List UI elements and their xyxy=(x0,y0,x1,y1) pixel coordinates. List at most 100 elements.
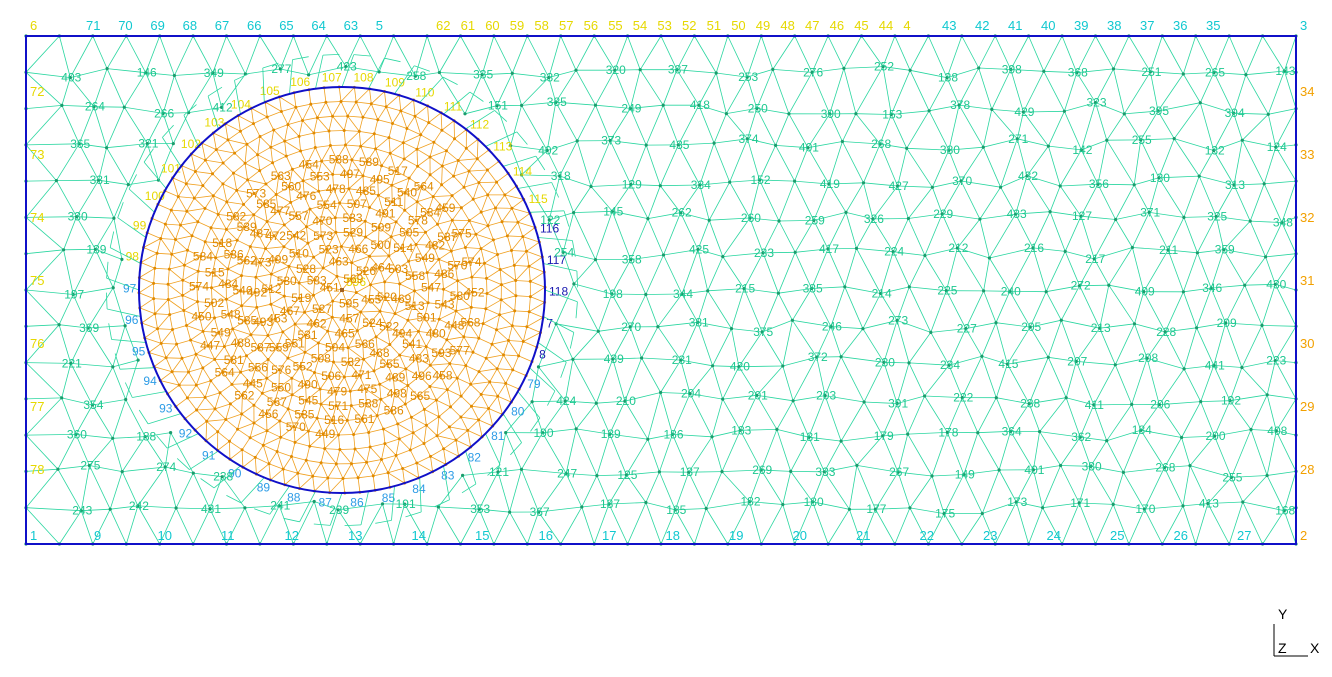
inclusion-node-label: 475 xyxy=(357,382,377,396)
inclusion-node-label: 518 xyxy=(212,236,232,250)
inclusion-node-label: 561 xyxy=(354,412,374,426)
inclusion-node-label: 509 xyxy=(371,221,391,235)
mesh-node-label: 138 xyxy=(938,71,958,85)
inclusion-node-label: 456 xyxy=(258,407,278,421)
mesh-node-label: 190 xyxy=(534,426,554,440)
inclusion-node-label: 496 xyxy=(412,369,432,383)
mesh-node-label: 146 xyxy=(137,66,157,80)
mesh-node-label: 203 xyxy=(816,389,836,403)
mesh-node-label: 254 xyxy=(554,245,574,259)
boundary-label-left: 76 xyxy=(30,336,44,351)
mesh-node-label: 230 xyxy=(875,355,895,369)
boundary-label-bottom: 17 xyxy=(602,528,616,543)
mesh-node-label: 170 xyxy=(1135,502,1155,516)
mesh-node-label: 260 xyxy=(741,211,761,225)
boundary-label-top: 62 xyxy=(436,18,450,33)
boundary-label-right: 31 xyxy=(1300,273,1314,288)
mesh-node-label: 333 xyxy=(815,465,835,479)
inclusion-node-label: 483 xyxy=(409,352,429,366)
mesh-node-label: 364 xyxy=(1002,424,1022,438)
mesh-node-label: 390 xyxy=(821,107,841,121)
inclusion-node-label: 533 xyxy=(343,211,363,225)
corner-label-top-right: 3 xyxy=(1300,18,1307,33)
mesh-node-label: 249 xyxy=(621,101,641,115)
inclusion-node-label: 489 xyxy=(385,371,405,385)
mesh-node-label: 332 xyxy=(540,71,560,85)
inclusion-node-label: 478 xyxy=(326,182,346,196)
boundary-label-right: 33 xyxy=(1300,147,1314,162)
mesh-node-label: 413 xyxy=(1199,497,1219,511)
inclusion-node-label: 562 xyxy=(234,388,254,402)
mesh-node-label: 225 xyxy=(937,284,957,298)
mesh-node-label: 185 xyxy=(666,503,686,517)
inclusion-node-label: 488 xyxy=(231,336,251,350)
inclusion-node-label: 501 xyxy=(417,311,437,325)
mesh-node-label: 378 xyxy=(950,98,970,112)
inclusion-node-label: 559 xyxy=(269,341,289,355)
mesh-node-label: 321 xyxy=(138,137,158,151)
corner-label-bottom-right: 2 xyxy=(1300,528,1307,543)
boundary-label-bottom: 18 xyxy=(666,528,680,543)
inclusion-node-label: 514 xyxy=(393,241,413,255)
mesh-node-label: 430 xyxy=(1266,277,1286,291)
corner-label-bottom-left: 1 xyxy=(30,528,37,543)
inclusion-node-label: 463 xyxy=(329,255,349,269)
mesh-node-label: 231 xyxy=(672,353,692,367)
boundary-label-top: 48 xyxy=(780,18,794,33)
inclusion-node-label: 458 xyxy=(433,369,453,383)
circle-boundary-label: 106 xyxy=(290,75,310,89)
boundary-label-bottom: 13 xyxy=(348,528,362,543)
circle-boundary-label: 86 xyxy=(350,496,364,510)
inclusion-node-label: 457 xyxy=(339,312,359,326)
mesh-node-label: 360 xyxy=(67,427,87,441)
circle-boundary-label: 89 xyxy=(257,481,271,495)
inclusion-node-label: 528 xyxy=(296,262,316,276)
mesh-node-label: 211 xyxy=(1159,243,1178,257)
boundary-label-top: 69 xyxy=(150,18,164,33)
inclusion-node-label: 502 xyxy=(204,296,224,310)
inclusion-node-label: 459 xyxy=(435,201,455,215)
boundary-label-top: 64 xyxy=(311,18,325,33)
mesh-node-label: 251 xyxy=(1141,65,1161,79)
mesh-node-label: 266 xyxy=(154,106,174,120)
mesh-node-label: 272 xyxy=(1071,279,1091,293)
mesh-node-label: 242 xyxy=(129,499,149,513)
inclusion-node-label: 470 xyxy=(312,214,332,228)
mesh-node-label: 171 xyxy=(1070,496,1090,510)
mesh-node-label: 427 xyxy=(889,179,909,193)
mesh-node-label: 325 xyxy=(1207,210,1227,224)
mesh-node-label: 420 xyxy=(730,360,750,374)
mesh-node-label: 183 xyxy=(731,423,751,437)
inclusion-node-label: 449 xyxy=(315,427,335,441)
inclusion-node-label: 471 xyxy=(351,368,371,382)
mesh-node-label: 432 xyxy=(1018,169,1038,183)
mesh-node-label: 412 xyxy=(213,100,233,114)
boundary-label-top: 40 xyxy=(1041,18,1055,33)
inclusion-node-label: 549 xyxy=(211,326,231,340)
mesh-node-label: 132 xyxy=(1205,144,1225,158)
inclusion-node-label: 545 xyxy=(298,393,318,407)
boundary-label-top: 59 xyxy=(510,18,524,33)
mesh-node-label: 127 xyxy=(1072,209,1092,223)
mesh-node-label: 142 xyxy=(1072,143,1092,157)
mesh-node-label: 419 xyxy=(820,177,840,191)
boundary-label-top: 38 xyxy=(1107,18,1121,33)
mesh-node-label: 411 xyxy=(1085,398,1104,412)
mesh-node-label: 252 xyxy=(874,60,894,74)
mesh-node-label: 265 xyxy=(1205,66,1225,80)
inclusion-node-label: 538 xyxy=(358,396,378,410)
mesh-node-label: 197 xyxy=(64,288,84,302)
boundary-label-right: 34 xyxy=(1300,84,1314,99)
mesh-node-label: 268 xyxy=(1155,461,1175,475)
inclusion-node-label: 564 xyxy=(215,365,235,379)
boundary-label-top: 42 xyxy=(975,18,989,33)
mesh-node-label: 374 xyxy=(739,132,759,146)
boundary-label-left: 75 xyxy=(30,273,44,288)
mesh-node-label: 371 xyxy=(1140,205,1160,219)
boundary-label-bottom: 24 xyxy=(1047,528,1061,543)
boundary-label-top: 63 xyxy=(344,18,358,33)
boundary-label-left: 72 xyxy=(30,84,44,99)
mesh-node-label: 192 xyxy=(1221,394,1241,408)
